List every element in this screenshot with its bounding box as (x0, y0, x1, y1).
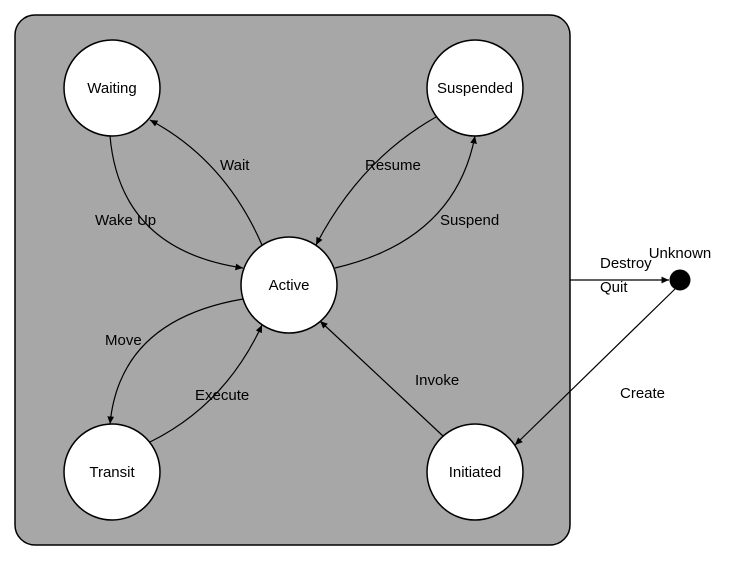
node-label-waiting: Waiting (87, 80, 136, 97)
edge-label-suspend: Suspend (440, 212, 499, 229)
node-label-initiated: Initiated (449, 464, 502, 481)
node-label-transit: Transit (89, 464, 135, 481)
edge-label-resume: Resume (365, 157, 421, 174)
edge-label-create: Create (620, 385, 665, 402)
edge-label-wakeup: Wake Up (95, 212, 156, 229)
edge-label-destroy: Destroy (600, 255, 652, 272)
node-label-unknown: Unknown (649, 245, 712, 262)
edge-label-quit: Quit (600, 279, 628, 296)
node-label-active: Active (269, 277, 310, 294)
state-diagram: Waiting Suspended Active Transit Initiated Un… (0, 0, 751, 562)
edge-label-move: Move (105, 332, 142, 349)
edge-label-execute: Execute (195, 387, 249, 404)
edge-label-wait: Wait (220, 157, 250, 174)
edge-label-invoke: Invoke (415, 372, 459, 389)
node-unknown (670, 270, 690, 290)
node-label-suspended: Suspended (437, 80, 513, 97)
